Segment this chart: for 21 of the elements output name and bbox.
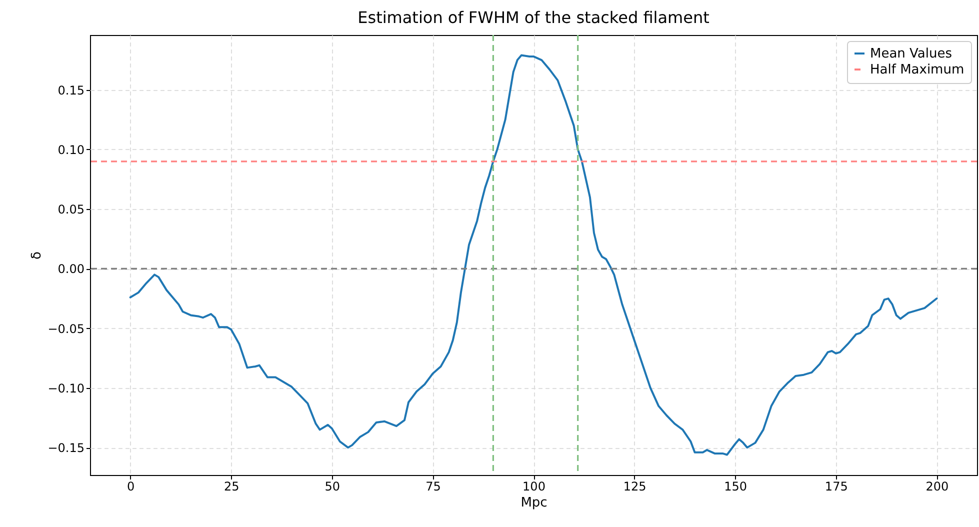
- x-tick-label: 50: [324, 480, 340, 494]
- x-tick-label: 200: [926, 480, 949, 494]
- y-tick-label: −0.05: [48, 322, 84, 336]
- chart-title: Estimation of FWHM of the stacked filament: [358, 8, 710, 28]
- y-tick-label: 0.05: [58, 202, 84, 217]
- x-tick-label: 25: [224, 480, 240, 494]
- x-tick-label: 150: [724, 480, 748, 494]
- legend-label: Half Maximum: [870, 62, 964, 78]
- y-tick-label: 0.10: [58, 142, 84, 157]
- x-tick-label: 75: [426, 480, 441, 494]
- y-tick-label: −0.10: [48, 381, 84, 396]
- y-axis-title: δ: [30, 251, 45, 260]
- y-tick-label: 0.00: [58, 262, 84, 276]
- legend-label: Mean Values: [870, 46, 952, 62]
- x-axis-title: Mpc: [520, 496, 548, 510]
- x-tick-label: 100: [522, 480, 546, 494]
- y-tick-label: 0.15: [58, 83, 84, 98]
- x-tick-label: 0: [127, 480, 135, 494]
- x-tick-label: 175: [824, 480, 848, 494]
- x-tick-label: 125: [623, 480, 646, 494]
- y-tick-label: −0.15: [48, 441, 84, 456]
